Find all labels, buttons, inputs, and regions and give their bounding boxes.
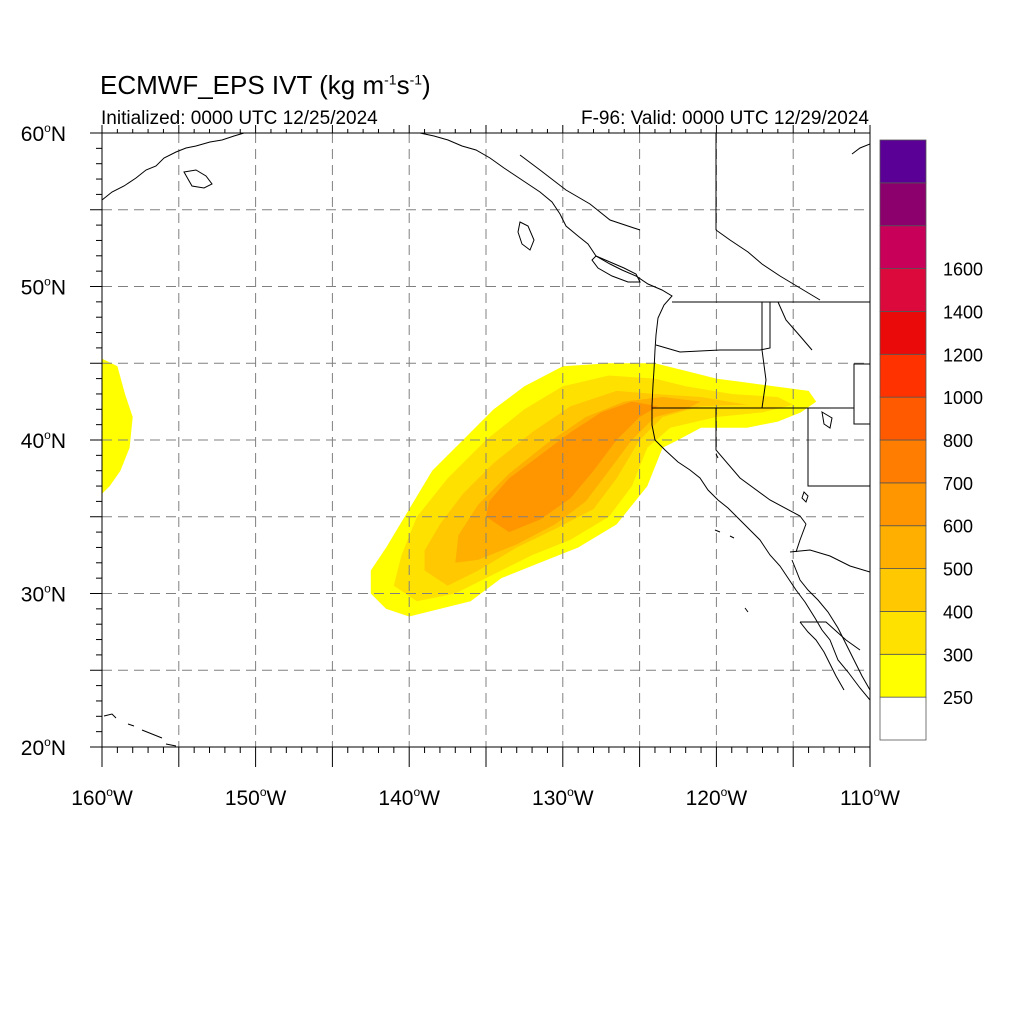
colorbar-swatch <box>879 482 927 527</box>
colorbar-swatch <box>879 225 927 269</box>
coastline-vancouver-island <box>591 255 641 283</box>
border-california-nevada <box>715 408 807 525</box>
colorbar-label: 700 <box>943 474 973 494</box>
coastline-north-america <box>419 133 870 701</box>
ivt-region-600 <box>486 401 658 533</box>
graticule <box>102 133 870 747</box>
ivt-region-250 <box>102 358 133 494</box>
coastline-lake-idaho <box>821 411 833 429</box>
border-arizona <box>795 523 807 553</box>
coastline-layer <box>102 133 870 747</box>
colorbar-label: 1000 <box>943 388 983 408</box>
colorbar-swatch <box>879 182 927 227</box>
coastline-channel-islands <box>714 529 749 613</box>
colorbar-label: 600 <box>943 517 973 537</box>
colorbar-swatch <box>879 268 927 312</box>
ivt-field-layer <box>102 358 817 617</box>
border-canada-internal <box>715 229 821 301</box>
axis-ticks <box>90 125 871 767</box>
coastline-hawaii <box>103 713 177 747</box>
political-boundaries <box>519 133 870 651</box>
colorbar-swatch <box>879 653 927 698</box>
colorbar-swatch <box>879 439 927 484</box>
coastline-haida-gwaii <box>517 221 535 251</box>
coastline-great-salt-lake <box>801 491 809 503</box>
map-title: ECMWF_EPS IVT (kg m-1s-1) <box>100 70 431 100</box>
coastline-lake-tahoe <box>715 453 719 459</box>
colorbar-swatch <box>879 311 927 355</box>
colorbar-label: 500 <box>943 560 973 580</box>
border-utah-wyoming <box>853 363 870 408</box>
colorbar-swatch <box>879 611 927 655</box>
colorbar-swatch <box>879 525 927 569</box>
colorbar-label: 400 <box>943 602 973 622</box>
lon-label: 150oW <box>225 785 287 810</box>
border-idaho <box>761 302 808 409</box>
lat-label: 60oN <box>21 121 66 146</box>
colorbar-label: 1400 <box>943 302 983 322</box>
coastline-alaska-coast <box>102 133 245 201</box>
border-us-mexico <box>789 549 870 573</box>
colorbar-swatch <box>879 396 927 441</box>
valid-time-label: F-96: Valid: 0000 UTC 12/29/2024 <box>581 108 869 129</box>
lon-label: 140oW <box>378 785 440 810</box>
lon-label: 160oW <box>71 785 133 810</box>
lat-label: 30oN <box>21 582 66 607</box>
border-wyoming <box>808 407 870 425</box>
colorbar-label: 300 <box>943 645 973 665</box>
border-oregon-washington <box>655 302 771 353</box>
colorbar-swatch <box>879 353 927 398</box>
colorbar-label: 1200 <box>943 345 983 365</box>
lat-label: 50oN <box>21 275 66 300</box>
coastline-kodiak <box>183 169 213 189</box>
colorbar-swatch <box>879 568 927 612</box>
lat-label: 40oN <box>21 428 66 453</box>
coastline-baja-inner <box>799 621 845 691</box>
border-alaska-canada <box>519 154 641 231</box>
lat-label: 20oN <box>21 735 66 760</box>
border-montana <box>777 301 813 351</box>
lon-label: 130oW <box>532 785 594 810</box>
colorbar-swatch <box>879 696 927 741</box>
colorbar-label: 800 <box>943 431 973 451</box>
colorbar: 250 300 400 500 600 700 800 1000 1200 1400 1600 <box>879 139 983 741</box>
colorbar-swatch <box>879 139 927 184</box>
colorbar-label: 250 <box>943 688 973 708</box>
lon-label: 110oW <box>840 785 900 810</box>
border-nevada-utah <box>807 408 870 487</box>
initialized-label: Initialized: 0000 UTC 12/25/2024 <box>101 108 378 129</box>
colorbar-label: 1600 <box>943 260 983 280</box>
coastline-northeast <box>851 143 870 155</box>
lon-label: 120oW <box>686 785 748 810</box>
coastline-gulf-of-california <box>791 559 870 691</box>
border-mexico-internal <box>800 621 861 651</box>
